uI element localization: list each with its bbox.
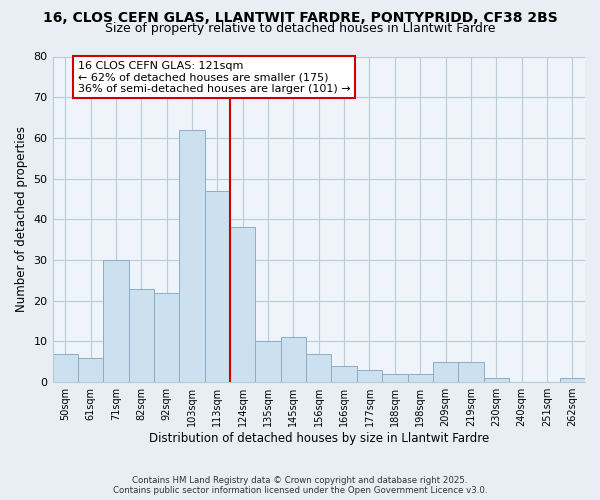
Text: Size of property relative to detached houses in Llantwit Fardre: Size of property relative to detached ho… [105,22,495,35]
Bar [357,370,382,382]
Y-axis label: Number of detached properties: Number of detached properties [15,126,28,312]
Bar [407,374,433,382]
Bar [103,260,128,382]
X-axis label: Distribution of detached houses by size in Llantwit Fardre: Distribution of detached houses by size … [149,432,489,445]
Bar [230,228,256,382]
Bar [53,354,78,382]
Bar [382,374,407,382]
Bar [281,338,306,382]
Bar [560,378,585,382]
Bar [179,130,205,382]
Bar [433,362,458,382]
Text: 16, CLOS CEFN GLAS, LLANTWIT FARDRE, PONTYPRIDD, CF38 2BS: 16, CLOS CEFN GLAS, LLANTWIT FARDRE, PON… [43,11,557,25]
Text: 16 CLOS CEFN GLAS: 121sqm
← 62% of detached houses are smaller (175)
36% of semi: 16 CLOS CEFN GLAS: 121sqm ← 62% of detac… [78,60,350,94]
Text: Contains HM Land Registry data © Crown copyright and database right 2025.
Contai: Contains HM Land Registry data © Crown c… [113,476,487,495]
Bar [484,378,509,382]
Bar [128,288,154,382]
Bar [256,342,281,382]
Bar [331,366,357,382]
Bar [306,354,331,382]
Bar [154,292,179,382]
Bar [458,362,484,382]
Bar [205,191,230,382]
Bar [78,358,103,382]
